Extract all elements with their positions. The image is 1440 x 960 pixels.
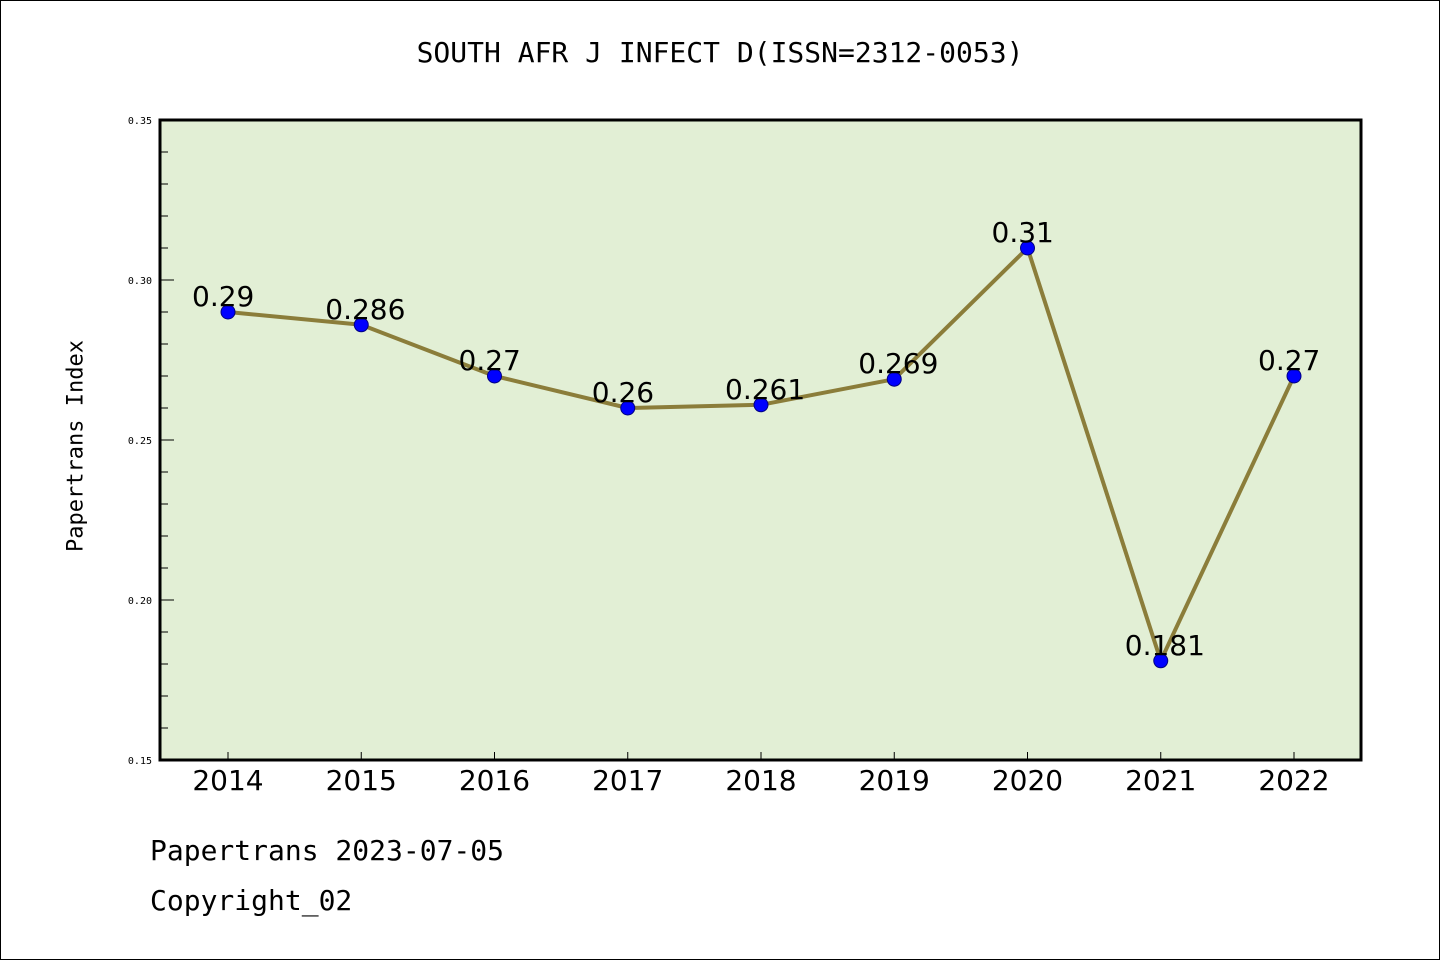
footer-date: Papertrans 2023-07-05 — [150, 834, 505, 867]
x-tick-label: 2016 — [459, 764, 530, 797]
data-label: 0.269 — [858, 347, 938, 380]
data-point — [886, 371, 902, 387]
x-tick-label: 2017 — [592, 764, 663, 797]
data-point — [1020, 240, 1035, 256]
data-label: 0.286 — [325, 293, 405, 326]
x-tick-label: 2021 — [1125, 764, 1196, 797]
data-point — [220, 304, 236, 320]
y-tick-label: 0.15 — [128, 756, 152, 767]
data-point — [753, 397, 769, 413]
data-label: 0.26 — [592, 376, 654, 409]
x-tick-label: 2018 — [725, 764, 796, 797]
plot-border — [158, 118, 1363, 762]
data-point — [353, 317, 369, 333]
x-tick-label: 2015 — [326, 764, 397, 797]
data-point — [487, 368, 502, 384]
data-point — [1286, 368, 1302, 384]
x-tick-label: 2020 — [992, 764, 1063, 797]
data-label: 0.31 — [992, 216, 1054, 249]
y-tick-label: 0.30 — [128, 276, 152, 287]
data-point — [620, 400, 636, 416]
footer-copyright: Copyright_02 — [150, 884, 353, 917]
data-point — [1153, 653, 1169, 669]
y-tick-label: 0.20 — [128, 596, 152, 607]
chart-title: SOUTH AFR J INFECT D(ISSN=2312-0053) — [416, 36, 1024, 69]
data-label: 0.27 — [1258, 344, 1320, 377]
x-tick-label: 2014 — [192, 764, 263, 797]
data-label: 0.29 — [192, 280, 254, 313]
y-tick-label: 0.25 — [128, 436, 152, 447]
data-label: 0.27 — [459, 344, 521, 377]
x-tick-label: 2022 — [1258, 764, 1329, 797]
plot-area — [160, 120, 1361, 760]
y-tick-label: 0.35 — [128, 116, 152, 127]
data-label: 0.261 — [725, 373, 805, 406]
x-tick-label: 2019 — [859, 764, 930, 797]
data-label: 0.181 — [1125, 629, 1205, 662]
